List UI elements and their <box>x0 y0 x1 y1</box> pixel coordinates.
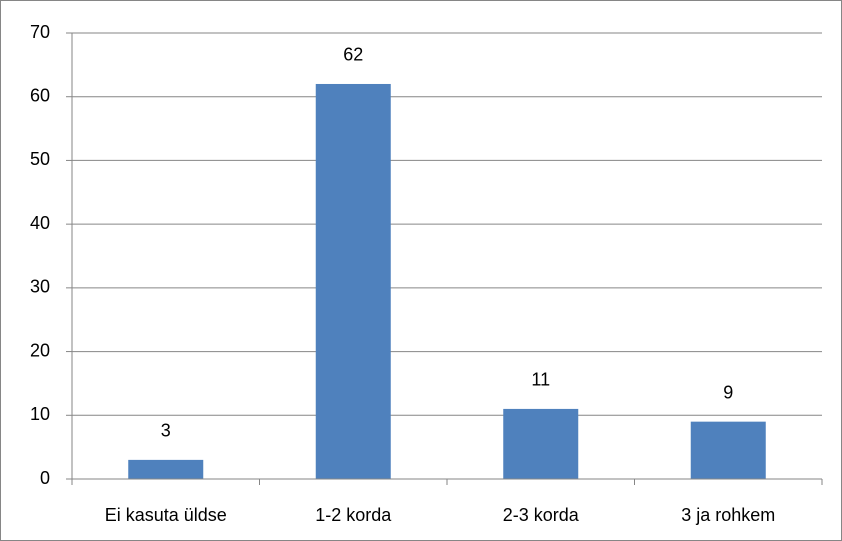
y-tick-label: 50 <box>30 149 50 169</box>
bar <box>315 83 391 479</box>
data-label: 62 <box>343 45 363 65</box>
data-label: 11 <box>531 370 550 390</box>
y-tick-label: 10 <box>30 404 50 424</box>
bar <box>503 408 579 479</box>
y-tick-label: 20 <box>30 340 50 360</box>
x-tick-label: 2-3 korda <box>503 505 580 525</box>
x-tick-label: 1-2 korda <box>315 505 392 525</box>
x-tick-label: Ei kasuta üldse <box>105 505 227 525</box>
bar <box>128 459 204 479</box>
y-tick-label: 0 <box>40 468 50 488</box>
bar <box>690 421 766 479</box>
y-tick-label: 70 <box>30 22 50 42</box>
y-tick-label: 40 <box>30 213 50 233</box>
data-label: 9 <box>723 382 733 402</box>
y-tick-label: 60 <box>30 85 50 105</box>
x-tick-label: 3 ja rohkem <box>681 505 775 525</box>
y-tick-label: 30 <box>30 277 50 297</box>
data-label: 3 <box>161 421 171 441</box>
